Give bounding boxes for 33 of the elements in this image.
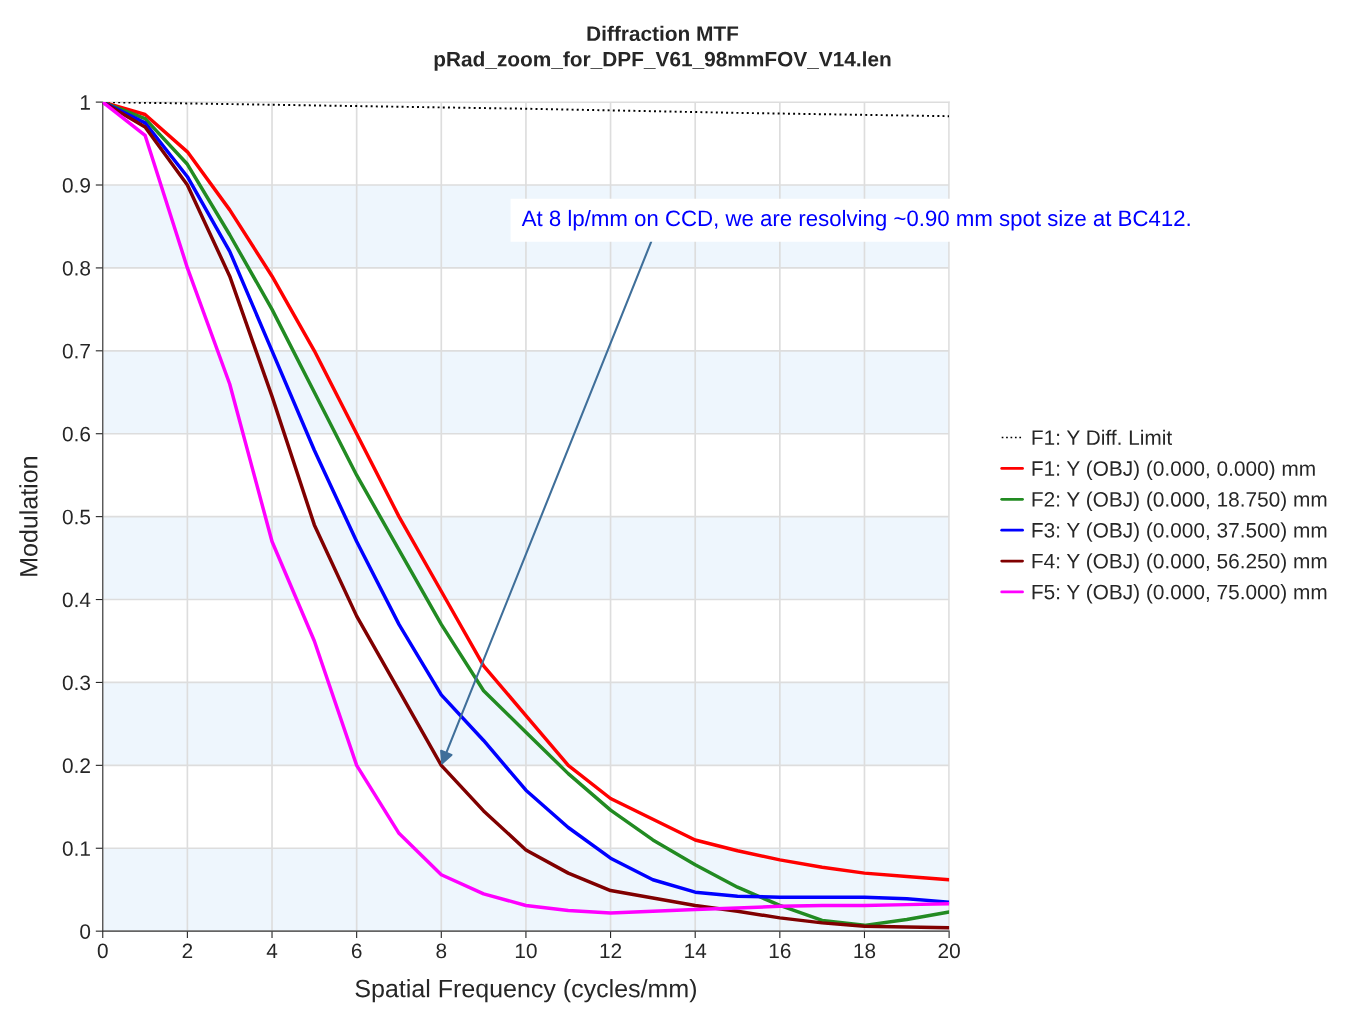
x-tick-label: 4: [266, 943, 278, 959]
x-tick-label: 2: [182, 943, 193, 959]
legend-label: F1: Y Diff. Limit: [1032, 429, 1173, 445]
legend-label: F5: Y (OBJ) (0.000, 75.000) mm: [1032, 584, 1327, 604]
y-tick-label: 0: [80, 924, 91, 939]
legend-label: F4: Y (OBJ) (0.000, 56.250) mm: [1032, 553, 1327, 573]
y-tick-label: 0.1: [62, 841, 90, 856]
legend-label: F3: Y (OBJ) (0.000, 37.500) mm: [1032, 522, 1327, 542]
y-tick-label: 0.9: [62, 178, 90, 193]
legend-label: F2: Y (OBJ) (0.000, 18.750) mm: [1032, 491, 1327, 511]
x-tick-label: 8: [436, 943, 447, 959]
y-tick-label: 0.7: [62, 343, 90, 359]
x-tick-label: 12: [600, 943, 622, 959]
x-tick-label: 14: [685, 943, 707, 959]
y-tick-label: 0.5: [62, 509, 91, 525]
y-tick-label: 0.6: [62, 426, 91, 442]
y-tick-label: 1: [80, 95, 90, 110]
y-tick-label: 0.4: [62, 592, 91, 608]
y-tick-label: 0.8: [62, 260, 91, 276]
chart-title: Diffraction MTF: [587, 25, 739, 42]
x-tick-label: 20: [938, 943, 960, 959]
x-axis-title: Spatial Frequency (cycles/mm): [355, 979, 696, 1003]
legend-label: F1: Y (OBJ) (0.000, 0.000) mm: [1032, 460, 1315, 481]
y-axis-title: Modulation: [19, 457, 38, 576]
x-tick-label: 6: [351, 943, 362, 959]
annotation: At 8 lp/mm on CCD, we are resolving ~0.90 mm spot size at BC412.: [521, 209, 1190, 231]
chart-subtitle: pRad_zoom_for_DPF_V61_98mmFOV_V14.len: [434, 51, 891, 71]
x-tick-label: 10: [515, 943, 537, 959]
x-tick-label: 18: [854, 943, 876, 959]
y-tick-label: 0.3: [62, 675, 91, 691]
y-tick-label: 0.2: [62, 758, 90, 774]
x-tick-label: 16: [769, 943, 791, 959]
x-tick-label: 0: [97, 943, 108, 959]
